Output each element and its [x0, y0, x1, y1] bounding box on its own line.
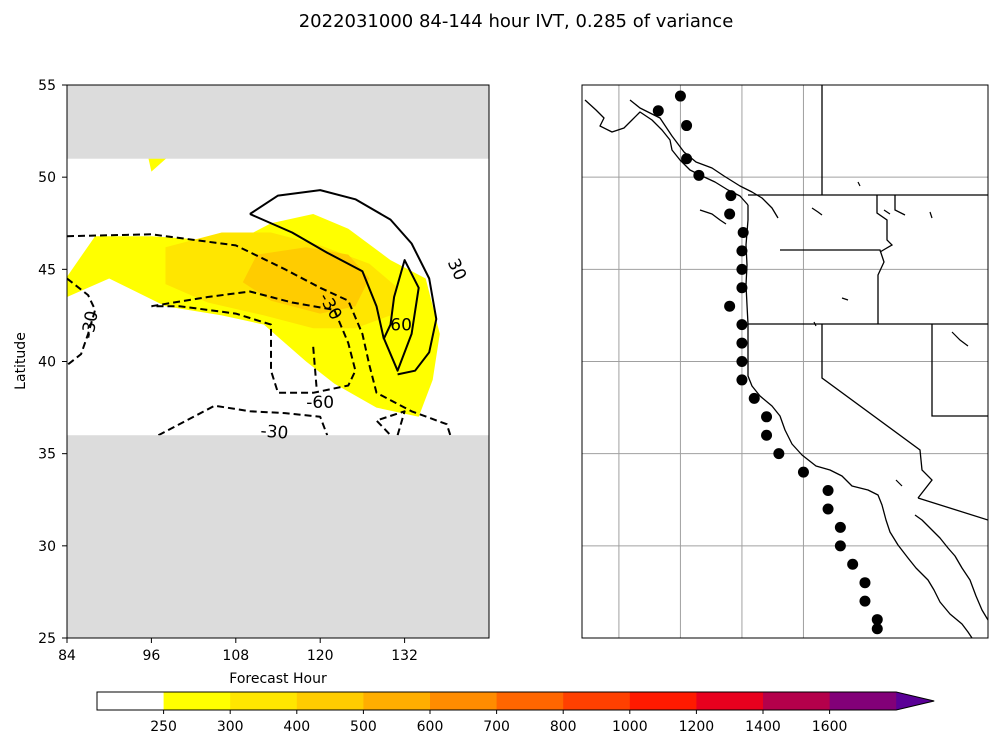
y-tick-label: 50: [38, 170, 56, 186]
y-tick-label: 40: [38, 355, 56, 371]
contour-line-neg30-2: [67, 233, 452, 436]
station-markers: [652, 90, 883, 635]
colorbar-tick-label: 800: [550, 719, 577, 735]
colorbar-segment: [496, 692, 564, 710]
contour-line-neg30-3: [67, 277, 97, 366]
contour-line-60-1: [249, 213, 420, 372]
x-tick-label: 120: [307, 648, 334, 664]
colorbar-tick-label: 1400: [745, 719, 781, 735]
colorbar-segment: [829, 692, 897, 710]
colorbar-segment: [563, 692, 631, 710]
station-point: [834, 521, 846, 533]
y-tick-label: 45: [38, 262, 56, 278]
contour-label: -30: [78, 309, 103, 340]
contour-label: -60: [306, 393, 334, 413]
x-tick-label: 96: [142, 648, 160, 664]
contour-line-30-0: [249, 189, 438, 376]
colorbar-segment: [363, 692, 431, 710]
station-point: [736, 337, 748, 349]
colorbar-tick-label: 300: [217, 719, 244, 735]
contour-label: 60: [390, 316, 412, 336]
colorbar-tick-label: 1200: [679, 719, 715, 735]
colorbar: 250 300 400 500 600 700 800 1000 1200 1400 1600: [96, 691, 935, 735]
y-tick-label: 35: [38, 447, 56, 463]
station-point: [761, 411, 773, 423]
contour-line-neg60-7: [375, 410, 406, 436]
colorbar-segment: [430, 692, 498, 710]
colorbar-tick-label: 250: [150, 719, 177, 735]
y-tick-label: 55: [38, 78, 56, 94]
colorbar-segment: [163, 692, 231, 710]
coastline: [584, 99, 988, 638]
y-tick-label: 25: [38, 631, 56, 647]
station-point: [736, 282, 748, 294]
station-point: [797, 466, 809, 478]
station-point: [871, 614, 883, 626]
contour-label: -30: [260, 421, 289, 443]
colorbar-extend-arrow: [896, 692, 935, 710]
x-tick-label: 84: [58, 648, 76, 664]
station-point: [681, 153, 693, 165]
station-point: [736, 319, 748, 331]
x-axis-label: Forecast Hour: [229, 671, 327, 687]
map-panel: [581, 84, 989, 639]
station-point: [736, 263, 748, 275]
y-axis-label: Latitude: [13, 332, 29, 390]
station-point: [748, 392, 760, 404]
station-point: [737, 226, 749, 238]
station-point: [761, 429, 773, 441]
station-point: [693, 169, 705, 181]
station-point: [652, 105, 664, 117]
station-point: [773, 448, 785, 460]
chart-title: 2022031000 84-144 hour IVT, 0.285 of var…: [299, 11, 734, 32]
colorbar-tick-label: 500: [350, 719, 377, 735]
map-frame: [581, 84, 989, 639]
colorbar-outline: [96, 691, 935, 711]
station-point: [859, 595, 871, 607]
contour-line-neg30-4: [157, 404, 329, 437]
colorbar-tick-label: 1000: [612, 719, 648, 735]
colorbar-segment: [696, 692, 764, 710]
station-point: [736, 374, 748, 386]
y-tick-label: 30: [38, 539, 56, 555]
station-point: [847, 558, 859, 570]
masked-region: [67, 435, 489, 638]
colorbar-tick-label: 400: [283, 719, 310, 735]
contour-line-neg60-6: [312, 346, 318, 390]
station-point: [822, 485, 834, 497]
contour-line-neg60-5: [151, 290, 357, 394]
station-point: [724, 300, 736, 312]
colorbar-tick-label: 600: [417, 719, 444, 735]
station-point: [834, 540, 846, 552]
station-point: [736, 356, 748, 367]
colorbar-tick-label: 1600: [812, 719, 848, 735]
contour-axes: 84 96 108 120 132 25 30 35 40 45 50 55: [38, 78, 418, 664]
station-point: [736, 245, 748, 257]
x-tick-label: 132: [391, 648, 418, 664]
station-point: [822, 503, 834, 515]
station-point: [871, 623, 883, 635]
map-layer: [582, 85, 988, 638]
station-point: [725, 190, 737, 202]
station-point: [681, 120, 693, 132]
station-point: [724, 208, 736, 220]
state-borders: [748, 85, 988, 521]
colorbar-segment: [629, 692, 697, 710]
x-tick-label: 108: [222, 648, 249, 664]
colorbar-segment: [763, 692, 831, 710]
colorbar-segment: [97, 692, 165, 710]
masked-region: [67, 85, 489, 159]
station-point: [674, 90, 686, 102]
colorbar-segment: [296, 692, 364, 710]
station-point: [859, 577, 871, 589]
colorbar-segment: [230, 692, 298, 710]
colorbar-tick-label: 700: [483, 719, 510, 735]
